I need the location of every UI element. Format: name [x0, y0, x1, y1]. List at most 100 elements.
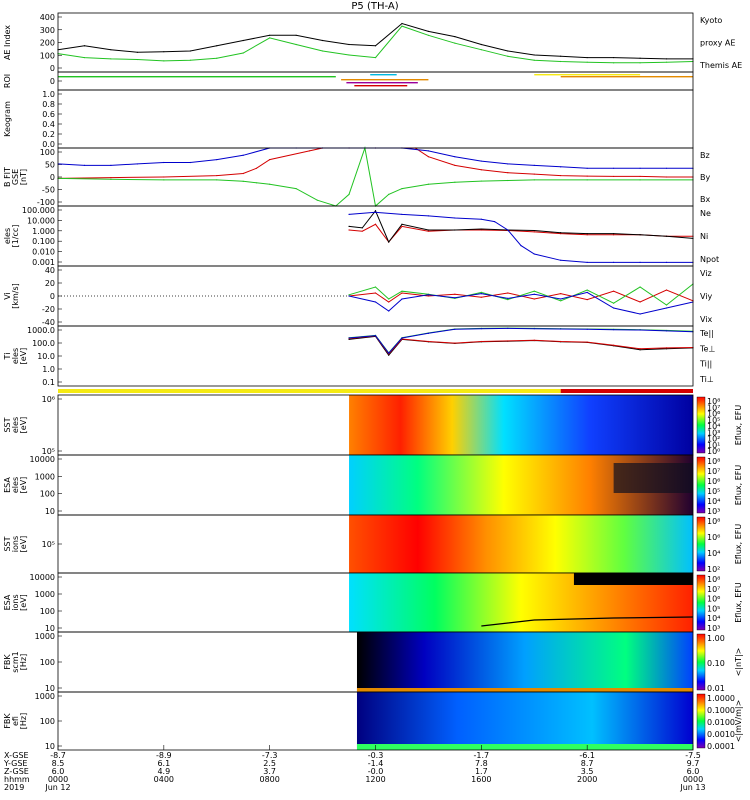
data-point	[83, 45, 86, 47]
spectrogram-data	[349, 515, 693, 573]
y-tick-label: 0	[50, 64, 55, 73]
colorbar-tick-label: 10⁶	[707, 477, 720, 486]
data-point	[427, 295, 430, 297]
roi-bar	[370, 74, 397, 76]
data-point	[216, 159, 218, 161]
data-point	[613, 234, 615, 236]
data-point	[586, 56, 588, 59]
data-point	[613, 56, 615, 59]
esa_e-panel: 10000 1000 100 10 ESA eles [eV] 10⁸10⁷10⁶10⁵10⁴…	[3, 454, 743, 516]
fbk_b-panel: 1000 100 10 FBK scm1 [Hz] 1.00 0.10 0.01 <|nT|>	[3, 631, 743, 693]
data-point	[613, 302, 615, 304]
data-point	[560, 232, 562, 234]
data-point	[533, 339, 535, 341]
data-point	[639, 179, 641, 181]
data-point	[507, 327, 509, 329]
time-axis-value: -0.3	[368, 751, 384, 760]
roi-bar	[346, 82, 418, 84]
series-line-bx	[57, 147, 693, 169]
panel-border	[57, 205, 694, 267]
y-tick-label: 200	[40, 39, 55, 48]
colorbar-tick-label: 10⁶	[707, 410, 720, 419]
data-point	[560, 340, 562, 343]
y-axis-label: [eV]	[19, 536, 28, 553]
ae-panel: 400 300 200 100 0 AE Index Kyoto proxy AE Themis…	[3, 12, 742, 73]
data-point	[639, 349, 641, 351]
legend-entry: Ti||	[699, 360, 712, 369]
y-axis-label: Vi	[3, 292, 12, 300]
colorbar-tick-label: 10³	[707, 428, 720, 437]
colorbar-tick-label: 1.0000	[707, 694, 735, 703]
colorbar-label: Eflux, EFU	[734, 405, 743, 446]
data-point	[533, 173, 535, 175]
y-tick-label: 0	[50, 77, 55, 86]
time-axis-value: 6.1	[157, 759, 170, 768]
data-point	[665, 235, 668, 237]
y-axis-label: ESA	[3, 477, 12, 493]
data-point	[110, 164, 112, 166]
data-point	[480, 218, 482, 220]
data-point	[401, 188, 403, 190]
data-point	[136, 163, 138, 165]
data-point	[374, 56, 377, 59]
y-axis-label: eles	[11, 348, 20, 364]
data-point	[427, 150, 430, 152]
data-point	[242, 52, 244, 54]
y-tick-label: 0	[50, 292, 55, 301]
data-point	[480, 180, 482, 182]
y-tick-label: 0.2	[42, 130, 55, 139]
data-point	[348, 193, 350, 195]
time-axis-value: -7.5	[685, 751, 701, 760]
time-axis-value: 0000	[48, 775, 68, 784]
legend-entry: By	[700, 173, 710, 182]
data-point	[507, 297, 509, 299]
data-point	[533, 253, 535, 255]
colorbar-tick-label: 1.00	[707, 634, 725, 643]
data-point	[110, 58, 112, 60]
colorbar-tick-label: 10⁷	[707, 403, 720, 412]
colorbar-tick-label: 10⁸	[707, 397, 720, 406]
data-point	[401, 22, 403, 25]
y-axis-label: SST	[3, 417, 12, 432]
data-point	[83, 56, 86, 59]
fbk_e-panel: 1000 100 10 FBK efi [Hz] 1.0000 0.1000 0.0100 0.0…	[3, 691, 743, 751]
data-point	[507, 292, 509, 294]
spectrogram-dark-region	[613, 463, 693, 493]
legend-entry: Viz	[700, 269, 712, 278]
time-axis-value: -0.0	[368, 767, 384, 776]
colorbar	[696, 693, 706, 749]
data-point	[388, 301, 390, 303]
y-tick-label: 1.0	[42, 365, 55, 374]
bfield-panel: 100 50 0 -50 -100 B FIT GSE [nT] Bz By Bx	[3, 146, 710, 207]
data-point	[613, 233, 615, 235]
y-axis-label: ions	[11, 594, 20, 610]
y-axis-label: [eV]	[19, 594, 28, 611]
colorbar-label: Eflux, EFU	[734, 582, 743, 623]
data-point	[401, 337, 403, 339]
colorbar-tick-label: 10⁵	[707, 604, 720, 613]
data-point	[665, 261, 668, 263]
data-point	[639, 286, 641, 288]
roi-bar	[354, 85, 408, 87]
colorbar-tick-label: 0.0010	[707, 730, 735, 739]
data-point	[560, 328, 562, 330]
data-point	[361, 227, 363, 229]
time-axis-value: 9.7	[687, 759, 700, 768]
data-point	[189, 59, 191, 61]
data-point	[242, 39, 244, 42]
region-bar-red	[560, 389, 693, 393]
y-tick-label: 20	[45, 279, 55, 288]
y-tick-label: 400	[40, 13, 55, 22]
data-point	[83, 164, 86, 166]
legend-entry: Te||	[699, 329, 714, 338]
colorbar-label: <|mV/m|>	[734, 700, 743, 743]
y-tick-label: 0.010	[32, 248, 55, 257]
data-point	[480, 49, 482, 51]
data-point	[560, 55, 562, 57]
y-tick-label: 1.0	[42, 90, 55, 99]
y-axis-label: Keogram	[3, 101, 12, 137]
time-axis-value: 6.0	[52, 767, 65, 776]
panel-border	[57, 12, 694, 73]
colorbar-tick-label: 10¹	[707, 441, 720, 450]
roi-panel: 0 ROI	[3, 71, 694, 91]
